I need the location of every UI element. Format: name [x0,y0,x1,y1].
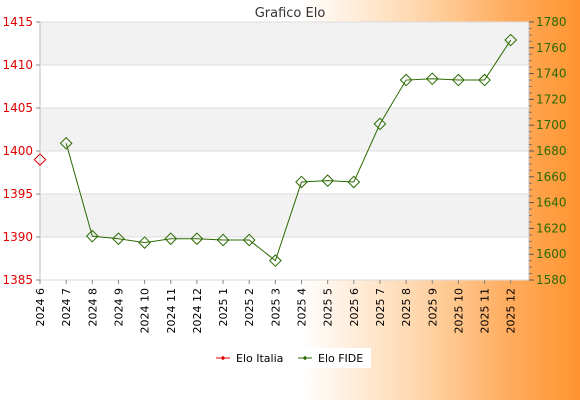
left-tick-label: 1400 [2,144,33,158]
x-tick-label: 2025 9 [426,288,439,327]
plot-band [40,65,529,108]
x-tick-label: 2025 12 [505,288,518,334]
elo-fide-point [216,233,230,247]
elo-fide-point [425,72,439,86]
x-tick-label: 2024 10 [139,288,152,334]
x-tick-label: 2025 2 [243,288,256,327]
elo-fide-point [504,33,518,47]
plot-band [40,22,529,65]
elo-fide-point [347,175,361,189]
left-tick-label: 1405 [2,101,33,115]
plot-bands [39,21,530,281]
legend-elo-italia-label: Elo Italia [236,352,283,365]
legend-elo-fide-label: Elo FIDE [318,352,363,365]
elo-fide-point [295,175,308,189]
x-tick-label: 2024 6 [34,288,47,327]
elo-fide-point [190,232,204,246]
right-tick-label: 1720 [536,92,567,106]
right-tick-label: 1600 [536,247,567,261]
elo-fide-point [478,73,491,87]
right-tick-label: 1660 [536,170,567,184]
chart-title: Grafico Elo [255,6,326,21]
left-tick-label: 1385 [2,273,33,287]
elo-fide-point [268,254,282,268]
right-tick-label: 1680 [536,144,567,158]
right-tick-label: 1620 [536,221,567,235]
plot-band [40,108,529,151]
x-tick-label: 2024 7 [60,288,73,327]
x-tick-label: 2024 12 [191,288,204,334]
grid-lines [40,21,529,281]
x-tick-label: 2025 6 [348,288,361,327]
legend-box [210,348,371,368]
elo-fide-point [138,236,151,249]
elo-fide-point [112,232,125,246]
elo-fide-point [242,233,256,247]
x-axis-ticks: 2024 6 2024 7 2024 8 2024 9 2024 10 2024 11 20… [34,280,518,334]
elo-fide-point [85,229,99,243]
x-tick-label: 2024 8 [86,288,99,327]
right-tick-label: 1780 [536,15,567,29]
elo-italia-point [33,153,47,166]
x-tick-label: 2025 1 [217,288,230,327]
right-tick-label: 1740 [536,67,567,81]
x-tick-label: 2025 11 [479,288,492,334]
left-tick-label: 1410 [2,58,33,72]
x-tick-label: 2024 9 [112,288,125,327]
plot-band [40,237,529,280]
x-tick-label: 2024 11 [165,288,178,334]
right-tick-label: 1700 [536,118,567,132]
x-tick-label: 2025 10 [452,288,465,334]
elo-fide-point [373,117,387,131]
right-tick-label: 1760 [536,41,567,55]
series-layer [33,33,518,268]
x-tick-label: 2025 7 [374,288,387,327]
left-axis-ticks: 1385 1390 1395 1400 1405 1410 1415 [2,15,40,287]
elo-fide-point [164,232,178,246]
x-tick-label: 2025 8 [400,288,413,327]
elo-fide-point [321,174,335,188]
right-axis-ticks: 1580 1600 1620 1640 1660 1680 1700 1720 1740 1760… [529,15,567,287]
plot-band [40,194,529,237]
right-tick-label: 1640 [536,196,567,210]
legend: Elo Italia Elo FIDE [210,348,371,368]
elo-fide-point [399,73,413,87]
plot-band [40,151,529,194]
left-tick-label: 1415 [2,15,33,29]
left-tick-label: 1395 [2,187,33,201]
left-tick-label: 1390 [2,230,33,244]
elo-fide-point [59,136,73,150]
elo-fide-point [452,73,465,87]
x-tick-label: 2025 3 [269,288,282,327]
x-tick-label: 2025 4 [296,288,309,327]
x-tick-label: 2025 5 [322,288,335,327]
right-tick-label: 1580 [536,273,567,287]
